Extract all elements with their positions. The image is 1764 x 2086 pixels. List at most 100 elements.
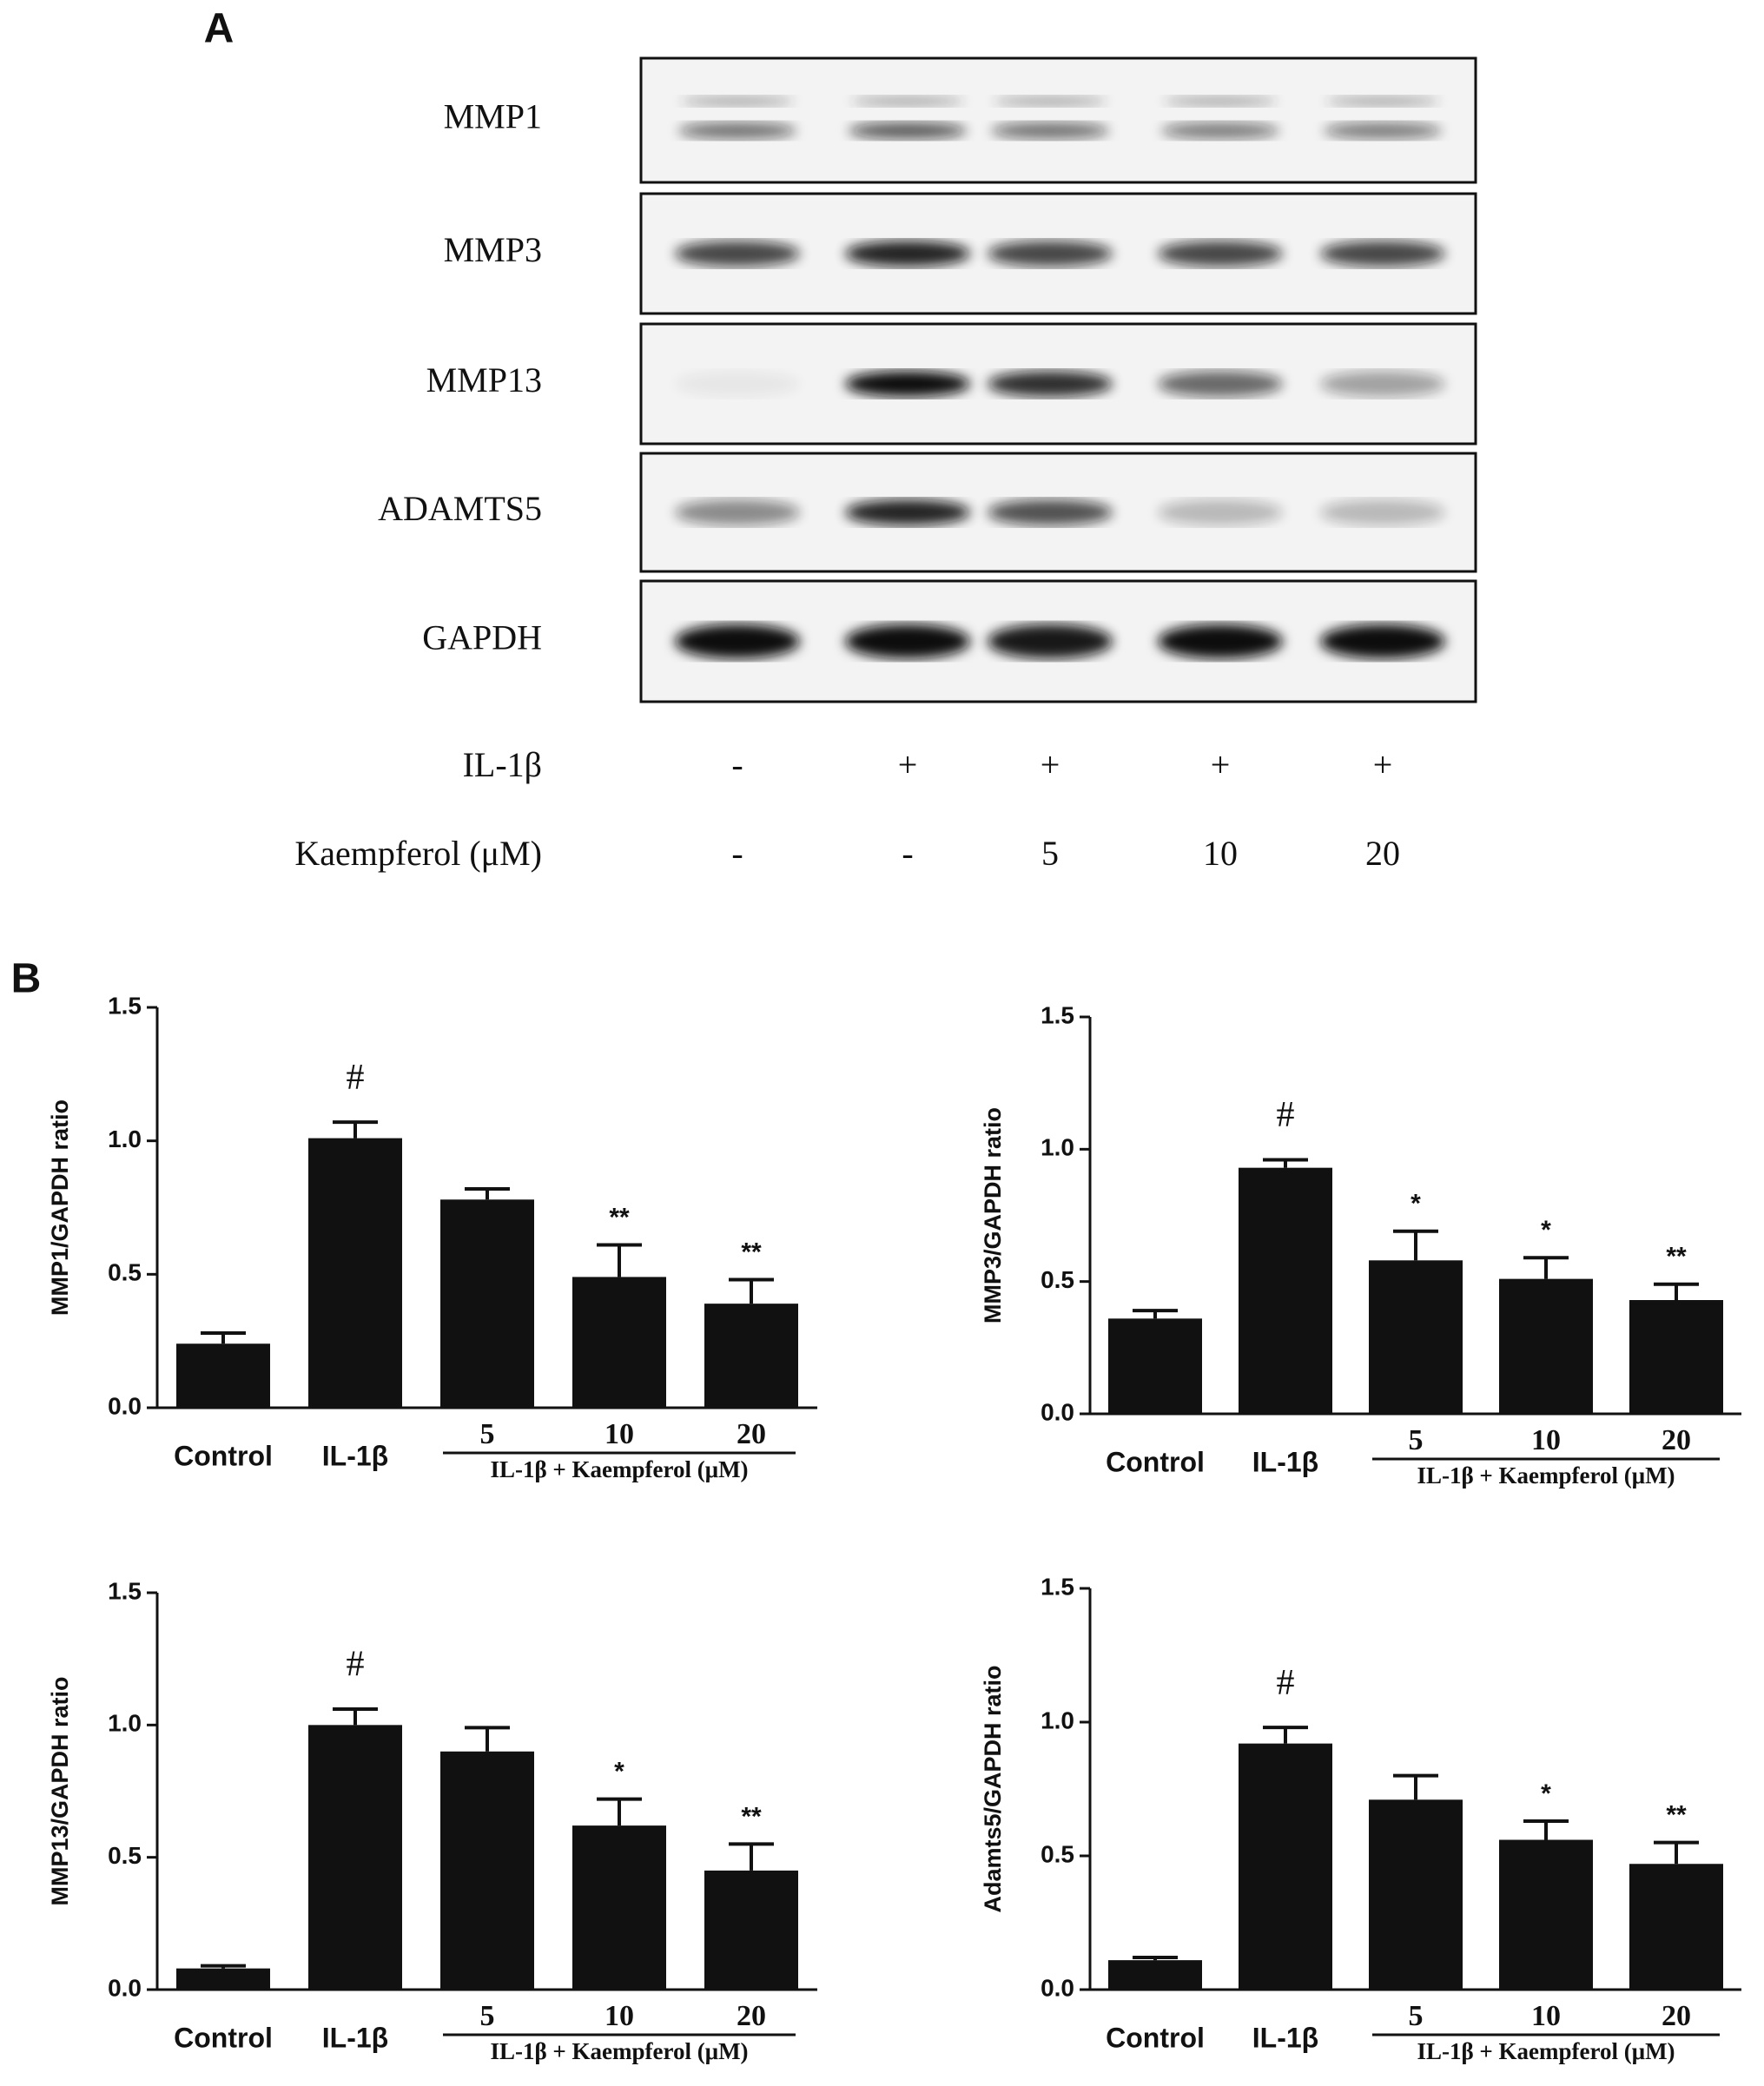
blot-band: [1158, 241, 1283, 267]
bar: [1499, 1278, 1593, 1414]
y-tick-label: 0.5: [108, 1842, 142, 1869]
treatment-value: 10: [1203, 834, 1238, 873]
bar: [1369, 1799, 1463, 1990]
blot-band: [1158, 371, 1283, 397]
y-axis-label: MMP3/GAPDH ratio: [980, 1107, 1006, 1324]
treatment-label: Kaempferol (μM): [294, 834, 542, 873]
blot-band: [988, 624, 1113, 659]
y-tick-label: 1.0: [1041, 1706, 1074, 1733]
panel-label: A: [204, 6, 235, 52]
y-axis-label: Adamts5/GAPDH ratio: [980, 1665, 1006, 1912]
blot-band: [845, 499, 970, 525]
treatment-value: 5: [1041, 834, 1059, 873]
blot-band: [675, 624, 800, 659]
treatment-value: 20: [1365, 834, 1400, 873]
bar: [1108, 1318, 1202, 1414]
bar: [440, 1199, 534, 1408]
significance: *: [1411, 1190, 1421, 1218]
y-tick-label: 1.0: [108, 1710, 142, 1737]
blot-band: [1161, 122, 1279, 140]
significance: #: [1277, 1663, 1295, 1703]
bar: [1369, 1260, 1463, 1414]
protein-label: GAPDH: [422, 618, 542, 657]
blot-band: [1320, 499, 1445, 525]
blot-band: [988, 371, 1113, 397]
blot-band: [988, 499, 1113, 525]
blot-band: [678, 122, 796, 140]
treatment-label: IL-1β: [463, 745, 542, 784]
treatment-value: +: [1211, 745, 1231, 784]
y-tick-label: 1.5: [1041, 1573, 1074, 1600]
x-tick-label: 10: [1531, 2000, 1561, 2032]
x-tick-label: Control: [1106, 1446, 1205, 1477]
bar: [704, 1304, 798, 1408]
bar: [1499, 1839, 1593, 1990]
significance: #: [1277, 1095, 1295, 1135]
significance: **: [609, 1203, 630, 1231]
x-tick-label: IL-1β: [322, 1440, 388, 1471]
x-tick-label: 10: [605, 2000, 634, 2032]
blot-band: [845, 624, 970, 659]
protein-label: MMP13: [426, 360, 542, 399]
significance: **: [741, 1238, 762, 1266]
blot-band: [675, 241, 800, 267]
y-tick-label: 0.0: [1041, 1974, 1074, 2001]
bar: [176, 1343, 270, 1408]
x-tick-label: 5: [1409, 1424, 1424, 1456]
blot-band: [851, 96, 964, 107]
bar: [1239, 1167, 1332, 1414]
treatment-value: -: [731, 745, 743, 784]
y-axis-label: MMP1/GAPDH ratio: [47, 1099, 73, 1316]
blot-panel: [639, 56, 1477, 184]
x-tick-label: 20: [1662, 1424, 1691, 1456]
blot-band: [1320, 241, 1445, 267]
blot-band: [845, 371, 970, 397]
y-tick-label: 0.5: [1041, 1266, 1074, 1293]
blot-band: [675, 371, 800, 397]
x-tick-label: IL-1β: [1252, 1446, 1318, 1477]
blot-band: [1158, 624, 1283, 659]
x-tick-label: 20: [1662, 2000, 1691, 2032]
bar: [440, 1751, 534, 1990]
significance: *: [614, 1758, 624, 1786]
significance: **: [1666, 1243, 1687, 1271]
protein-label: MMP1: [444, 97, 542, 136]
blot-band: [1164, 96, 1277, 107]
treatment-value: -: [731, 834, 743, 873]
blot-band: [675, 499, 800, 525]
significance: **: [1666, 1801, 1687, 1830]
x-tick-label: Control: [1106, 2022, 1205, 2053]
y-tick-label: 0.5: [108, 1259, 142, 1286]
bar: [1629, 1864, 1723, 1990]
x-tick-label: 10: [605, 1418, 634, 1450]
treatment-value: +: [898, 745, 918, 784]
blot-band: [991, 122, 1109, 140]
x-tick-label: Control: [174, 1440, 273, 1471]
panel-label: B: [11, 956, 42, 1002]
group-label: IL-1β + Kaempferol (μM): [1417, 2038, 1675, 2064]
treatment-value: +: [1373, 745, 1393, 784]
bar: [572, 1277, 666, 1408]
significance: *: [1541, 1779, 1551, 1808]
y-tick-label: 1.5: [1041, 1001, 1074, 1028]
significance: #: [347, 1058, 365, 1098]
bar: [572, 1825, 666, 1990]
y-tick-label: 1.0: [108, 1126, 142, 1152]
x-tick-label: 5: [480, 1418, 495, 1450]
blot-band: [1324, 122, 1442, 140]
protein-label: ADAMTS5: [378, 489, 542, 528]
treatment-value: +: [1041, 745, 1060, 784]
x-tick-label: 10: [1531, 1424, 1561, 1456]
bar: [1108, 1960, 1202, 1990]
y-tick-label: 0.0: [108, 1974, 142, 2001]
blot-band: [1326, 96, 1439, 107]
bar: [1239, 1743, 1332, 1990]
blot-band: [1320, 371, 1445, 397]
treatment-value: -: [902, 834, 913, 873]
y-tick-label: 1.0: [1041, 1134, 1074, 1161]
group-label: IL-1β + Kaempferol (μM): [490, 1456, 748, 1482]
x-tick-label: 20: [737, 2000, 766, 2032]
y-tick-label: 1.5: [108, 1577, 142, 1604]
y-axis-label: MMP13/GAPDH ratio: [47, 1676, 73, 1905]
